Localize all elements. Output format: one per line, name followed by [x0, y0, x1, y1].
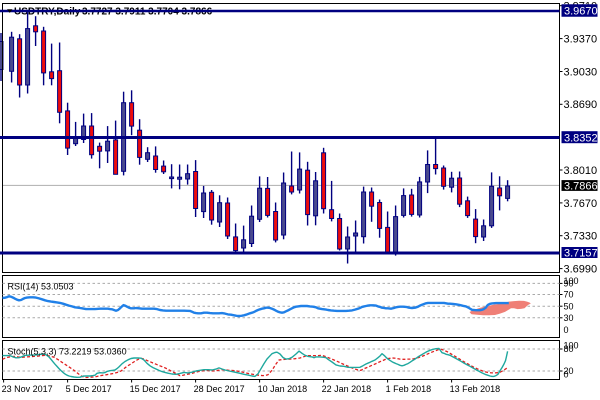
svg-text:Stoch(5,3,3) 73.2219 53.0360: Stoch(5,3,3) 73.2219 53.0360 — [8, 347, 127, 357]
svg-text:0: 0 — [564, 370, 569, 380]
svg-text:22 Jan 2018: 22 Jan 2018 — [322, 384, 372, 394]
svg-text:3.9370: 3.9370 — [564, 34, 598, 46]
svg-text:15 Dec 2017: 15 Dec 2017 — [130, 384, 181, 394]
svg-text:5 Dec 2017: 5 Dec 2017 — [66, 384, 112, 394]
svg-text:3.7330: 3.7330 — [564, 231, 598, 243]
svg-text:100: 100 — [564, 276, 579, 286]
svg-text:3.7866: 3.7866 — [564, 181, 598, 193]
svg-text:3.6990: 3.6990 — [564, 264, 598, 276]
svg-text:30: 30 — [564, 313, 574, 323]
svg-text:3.7670: 3.7670 — [564, 198, 598, 210]
svg-text:3.8352: 3.8352 — [564, 132, 598, 144]
svg-text:3.7157: 3.7157 — [564, 248, 598, 260]
svg-text:100: 100 — [564, 341, 579, 351]
svg-text:0: 0 — [564, 325, 569, 335]
svg-text:3.9670: 3.9670 — [564, 6, 598, 18]
svg-text:80: 80 — [564, 344, 574, 354]
svg-text:70: 70 — [564, 290, 574, 300]
svg-text:3.8690: 3.8690 — [564, 99, 598, 111]
svg-text:13 Feb 2018: 13 Feb 2018 — [450, 384, 501, 394]
svg-text:23 Nov 2017: 23 Nov 2017 — [2, 384, 53, 394]
svg-text:3.8010: 3.8010 — [564, 165, 598, 177]
svg-text:90: 90 — [564, 279, 574, 289]
svg-text:28 Dec 2017: 28 Dec 2017 — [194, 384, 245, 394]
svg-text:RSI(14) 53.0503: RSI(14) 53.0503 — [8, 282, 74, 292]
svg-text:20: 20 — [564, 366, 574, 376]
svg-text:50: 50 — [564, 301, 574, 311]
svg-text:10 Jan 2018: 10 Jan 2018 — [258, 384, 308, 394]
svg-text:3.9030: 3.9030 — [564, 66, 598, 78]
svg-text:1 Feb 2018: 1 Feb 2018 — [386, 384, 432, 394]
